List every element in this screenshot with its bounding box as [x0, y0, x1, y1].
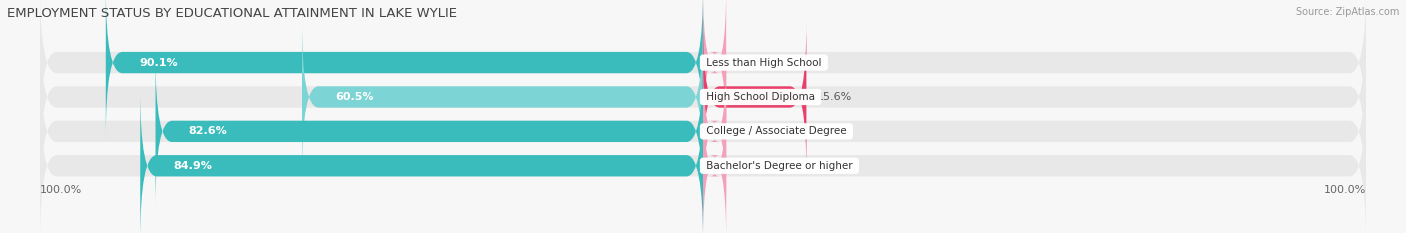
FancyBboxPatch shape	[703, 0, 725, 138]
Text: EMPLOYMENT STATUS BY EDUCATIONAL ATTAINMENT IN LAKE WYLIE: EMPLOYMENT STATUS BY EDUCATIONAL ATTAINM…	[7, 7, 457, 20]
FancyBboxPatch shape	[41, 22, 1365, 172]
Text: 15.6%: 15.6%	[817, 92, 852, 102]
Text: High School Diploma: High School Diploma	[703, 92, 818, 102]
Text: College / Associate Degree: College / Associate Degree	[703, 126, 849, 136]
Text: 100.0%: 100.0%	[1323, 185, 1365, 195]
FancyBboxPatch shape	[156, 56, 703, 207]
FancyBboxPatch shape	[141, 90, 703, 233]
FancyBboxPatch shape	[703, 90, 725, 233]
Text: 82.6%: 82.6%	[188, 126, 228, 136]
FancyBboxPatch shape	[41, 0, 1365, 138]
Text: 0.5%: 0.5%	[737, 126, 765, 136]
FancyBboxPatch shape	[41, 90, 1365, 233]
Text: Source: ZipAtlas.com: Source: ZipAtlas.com	[1295, 7, 1399, 17]
Text: Less than High School: Less than High School	[703, 58, 825, 68]
Text: 90.1%: 90.1%	[139, 58, 177, 68]
FancyBboxPatch shape	[703, 56, 725, 207]
Text: 0.0%: 0.0%	[737, 58, 765, 68]
FancyBboxPatch shape	[105, 0, 703, 138]
Text: 100.0%: 100.0%	[41, 185, 83, 195]
Text: 0.9%: 0.9%	[737, 161, 765, 171]
Text: 60.5%: 60.5%	[335, 92, 374, 102]
Text: Bachelor's Degree or higher: Bachelor's Degree or higher	[703, 161, 856, 171]
FancyBboxPatch shape	[41, 56, 1365, 207]
Text: 84.9%: 84.9%	[173, 161, 212, 171]
FancyBboxPatch shape	[302, 22, 703, 172]
FancyBboxPatch shape	[703, 22, 807, 172]
